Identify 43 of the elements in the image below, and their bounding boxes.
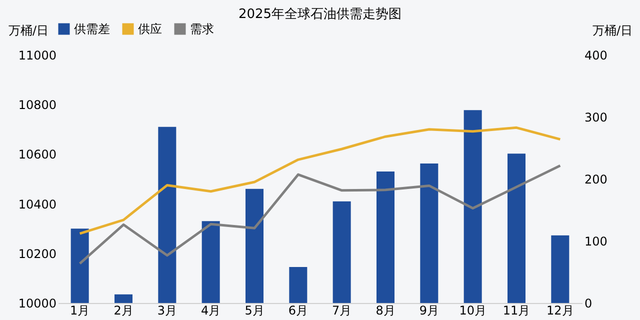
x-tick-label: 9月: [419, 304, 439, 318]
bar: [551, 235, 570, 303]
x-tick-label: 1月: [70, 304, 90, 318]
x-tick-label: 6月: [288, 304, 308, 318]
y-tick-label: 10000: [18, 296, 56, 310]
x-tick-label: 7月: [332, 304, 352, 318]
y-axis-title: 万桶/日: [8, 24, 49, 38]
bar: [289, 267, 308, 303]
x-tick-label: 4月: [201, 304, 221, 318]
y2-tick-label: 400: [584, 48, 608, 62]
bar: [246, 188, 264, 303]
bar: [70, 228, 89, 303]
x-tick-label: 10月: [459, 304, 486, 318]
y2-tick-label: 200: [584, 172, 608, 186]
bar: [508, 154, 526, 303]
x-tick-label: 3月: [157, 304, 177, 318]
bar: [332, 201, 351, 303]
line-series: [78, 164, 562, 265]
legend-label: 供需差: [74, 22, 110, 36]
y-tick-label: 10800: [18, 98, 56, 112]
y-tick-label: 10200: [18, 246, 56, 261]
x-tick-label: 11月: [502, 304, 530, 318]
bar: [420, 164, 438, 303]
line-series: [78, 126, 562, 235]
y-tick-label: 10400: [18, 197, 56, 212]
legend-label: 供应: [138, 22, 162, 36]
y-tick-label: 11000: [18, 48, 56, 62]
bar: [158, 126, 176, 303]
x-tick-label: 8月: [376, 304, 396, 318]
bar: [114, 294, 132, 303]
chart-title: 2025年全球石油供需走势图: [238, 7, 402, 22]
bar: [376, 172, 394, 303]
y2-axis-title: 万桶/日: [592, 24, 632, 38]
y2-tick-label: 300: [584, 110, 608, 124]
y-tick-label: 10600: [18, 148, 56, 162]
bar: [464, 110, 482, 303]
legend-label: 需求: [190, 22, 214, 36]
x-tick-label: 5月: [244, 304, 264, 318]
y2-tick-label: 0: [584, 296, 592, 310]
x-tick-label: 2月: [114, 304, 134, 318]
x-tick-label: 12月: [546, 304, 574, 318]
bar: [202, 221, 220, 303]
y2-tick-label: 100: [584, 234, 608, 248]
